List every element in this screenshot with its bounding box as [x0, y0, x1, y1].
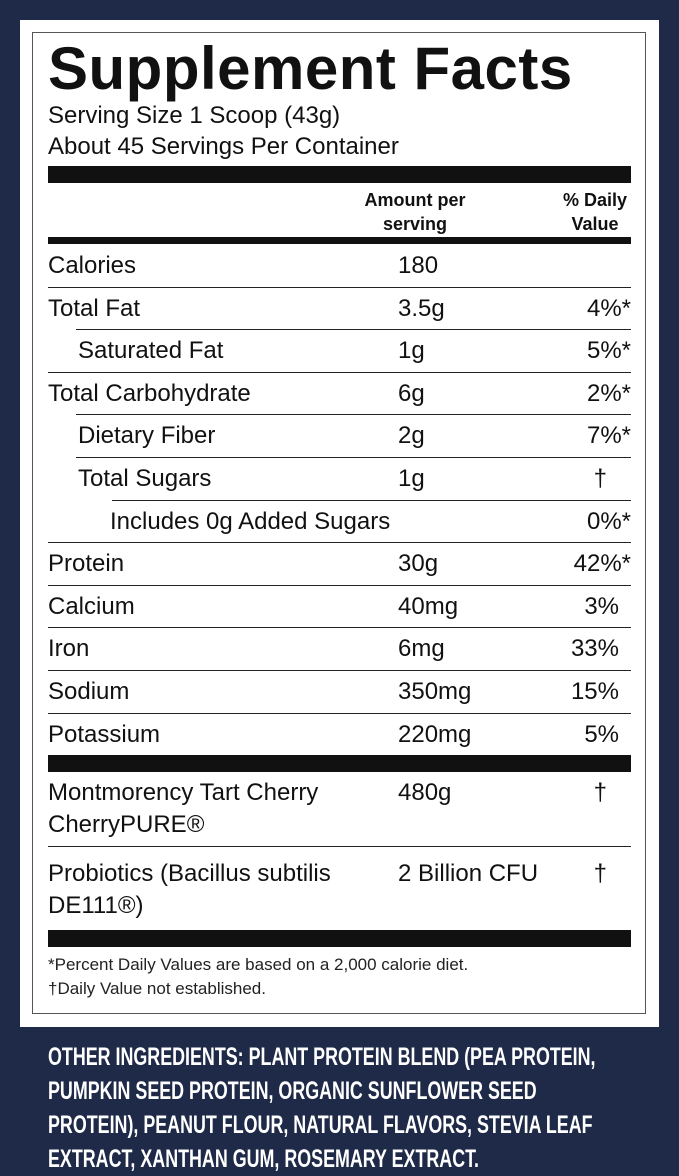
row-divider: [48, 542, 631, 543]
nutrient-label: Total Carbohydrate: [48, 380, 251, 407]
nutrient-amount: 220mg: [398, 721, 472, 748]
row-divider: [48, 627, 631, 628]
nutrient-amount: 30g: [398, 550, 439, 577]
nutrient-amount: 2 Billion CFU: [398, 860, 539, 887]
nutrient-amount: 1g: [398, 465, 425, 492]
nutrient-amount: 1g: [398, 337, 425, 364]
row-divider: [48, 372, 631, 373]
nutrient-amount: 6mg: [398, 635, 445, 662]
nutrient-label: Montmorency Tart Cherry CherryPURE®: [48, 779, 319, 838]
footnote-daily-values: *Percent Daily Values are based on a 2,0…: [48, 955, 469, 974]
other-ingredients: OTHER INGREDIENTS: PLANT PROTEIN BLEND (…: [48, 1043, 596, 1173]
nutrient-row: Iron 6mg 33%: [48, 627, 631, 669]
nutrient-label: Protein: [48, 550, 125, 577]
nutrient-daily-value: 42%*: [573, 550, 631, 577]
nutrient-label: Total Fat: [48, 295, 141, 322]
row-divider: [48, 585, 631, 586]
row-divider: [76, 329, 631, 330]
nutrient-daily-value: 15%: [570, 678, 619, 705]
nutrient-amount: 2g: [398, 422, 425, 449]
nutrient-daily-value: 5%*: [586, 337, 631, 364]
nutrient-label: Includes 0g Added Sugars: [110, 508, 391, 535]
nutrient-row: Includes 0g Added Sugars 0%*: [48, 500, 631, 542]
nutrient-label: Dietary Fiber: [78, 422, 216, 449]
nutrient-row: Dietary Fiber 2g 7%*: [48, 414, 631, 456]
nutrient-amount: 6g: [398, 380, 425, 407]
nutrient-row: Total Carbohydrate 6g 2%*: [48, 372, 631, 414]
nutrient-daily-value: 0%*: [586, 508, 631, 535]
nutrient-row: Calcium 40mg 3%: [48, 585, 631, 627]
nutrient-amount: 40mg: [398, 593, 459, 620]
nutrient-row: Potassium 220mg 5%: [48, 713, 631, 755]
nutrient-row: Sodium 350mg 15%: [48, 670, 631, 712]
label-border: [32, 32, 646, 1014]
nutrient-daily-value: 4%*: [586, 295, 631, 322]
nutrient-daily-value: †: [593, 860, 607, 887]
thick-divider: [48, 166, 631, 183]
nutrient-daily-value: †: [593, 779, 607, 806]
nutrient-amount: 350mg: [398, 678, 472, 705]
row-divider: [48, 287, 631, 288]
nutrient-amount: 3.5g: [398, 295, 445, 322]
thick-divider: [48, 755, 631, 772]
nutrient-row: Protein 30g 42%*: [48, 542, 631, 584]
nutrient-daily-value: 5%: [584, 721, 619, 748]
medium-divider: [48, 237, 631, 244]
nutrient-amount: 180: [398, 252, 439, 279]
servings-per-container: About 45 Servings Per Container: [48, 133, 399, 160]
row-divider: [112, 500, 631, 501]
row-divider: [48, 670, 631, 671]
nutrient-amount: 480g: [398, 779, 452, 806]
daily-value-header: % Daily Value: [562, 190, 628, 234]
nutrient-row: Saturated Fat 1g 5%*: [48, 329, 631, 371]
footnote-dagger: †Daily Value not established.: [48, 979, 266, 998]
nutrient-row: Total Sugars 1g †: [48, 457, 631, 499]
serving-size: Serving Size 1 Scoop (43g): [48, 102, 341, 129]
nutrient-daily-value: 7%*: [586, 422, 631, 449]
nutrient-row: Total Fat 3.5g 4%*: [48, 287, 631, 329]
nutrient-daily-value: 3%: [584, 593, 619, 620]
nutrient-daily-value: †: [593, 465, 607, 492]
nutrient-label: Probiotics (Bacillus subtilis DE111®): [48, 860, 331, 919]
supplement-facts-panel: [20, 20, 659, 1027]
nutrient-label: Iron: [48, 635, 90, 662]
nutrient-label: Saturated Fat: [78, 337, 224, 364]
nutrient-label: Total Sugars: [78, 465, 212, 492]
row-divider: [76, 414, 631, 415]
nutrient-daily-value: 33%: [570, 635, 619, 662]
thick-divider: [48, 930, 631, 947]
row-divider: [48, 713, 631, 714]
label-title: Supplement Facts: [48, 35, 573, 102]
nutrient-label: Potassium: [48, 721, 161, 748]
nutrient-daily-value: 2%*: [586, 380, 631, 407]
row-divider: [76, 457, 631, 458]
nutrient-label: Calories: [48, 252, 137, 279]
nutrient-row: Calories 180: [48, 244, 631, 286]
nutrient-label: Calcium: [48, 593, 135, 620]
nutrient-label: Sodium: [48, 678, 130, 705]
row-divider: [48, 846, 631, 847]
amount-per-serving-header: Amount per serving: [364, 190, 466, 234]
